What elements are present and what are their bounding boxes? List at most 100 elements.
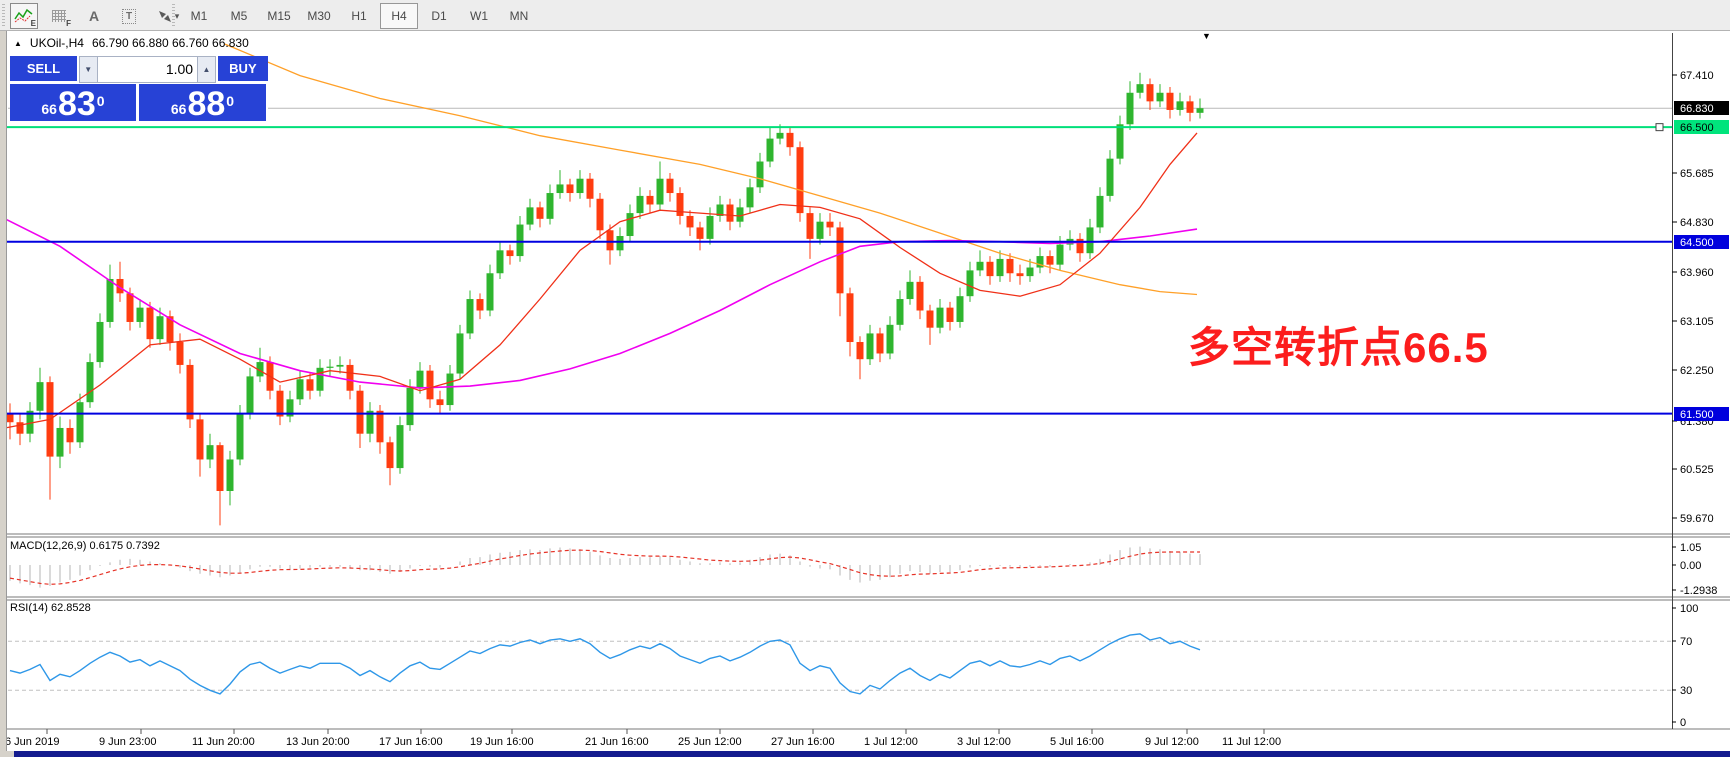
tf-M5[interactable]: M5: [230, 9, 248, 23]
grid-icon[interactable]: F: [45, 3, 73, 29]
time-tick-label: 9 Jul 12:00: [1145, 736, 1199, 748]
buy-price-point: 0: [226, 93, 235, 109]
sell-price-point: 0: [96, 93, 105, 109]
hline-layer: [0, 123, 1672, 415]
candle-body: [486, 273, 494, 311]
volume-input[interactable]: 1.00: [97, 56, 198, 83]
candle-body: [1196, 108, 1204, 113]
candle-body: [466, 299, 474, 334]
candle-body: [966, 270, 974, 297]
toolbar: E F A T ▾ M1 M5 M15 M30 H1 H4 D1 W1 MN: [0, 0, 1730, 31]
tf-W1[interactable]: W1: [470, 9, 488, 23]
candle-body: [456, 333, 464, 374]
candle-body: [436, 399, 444, 406]
buy-price-display[interactable]: 66 88 0: [139, 84, 266, 121]
buy-button[interactable]: BUY: [217, 56, 268, 83]
cursor-mode-icon[interactable]: ▾: [150, 3, 186, 29]
tf-H4[interactable]: H4: [380, 3, 418, 29]
candle-body: [726, 204, 734, 222]
arrows-icon: [158, 10, 171, 22]
candle-body: [676, 193, 684, 216]
candle-body: [196, 419, 204, 460]
candle-body: [246, 376, 254, 414]
candle-body: [736, 207, 744, 222]
candle-body: [146, 307, 154, 340]
candle-body: [716, 204, 724, 216]
tf-M15[interactable]: M15: [267, 9, 291, 23]
candle-body: [386, 442, 394, 469]
candle-body: [6, 413, 14, 423]
candle-body: [1076, 238, 1084, 254]
time-tick-label: 6 Jun 2019: [5, 736, 59, 748]
one-click-trading-panel: SELL ▼ 1.00 ▲ BUY 66 83 0 66 88 0: [10, 56, 268, 121]
candle-body: [896, 299, 904, 325]
candles-layer: [6, 72, 1204, 526]
candle-body: [756, 161, 764, 188]
candle-body: [556, 184, 564, 194]
buy-price-major: 66: [170, 101, 187, 117]
price-badge: [1674, 407, 1729, 421]
price-badge-label: 66.500: [1680, 122, 1714, 134]
candle-body: [636, 195, 644, 214]
candle-body: [256, 362, 264, 377]
rsi-layer: [8, 633, 1672, 695]
candle-body: [276, 390, 284, 417]
volume-decrease-button[interactable]: ▼: [78, 56, 98, 83]
hline-handle[interactable]: [1655, 123, 1664, 132]
candle-body: [826, 221, 834, 228]
toolbar-grip[interactable]: [2, 4, 5, 26]
tf-M30[interactable]: M30: [307, 9, 331, 23]
candle-body: [766, 138, 774, 162]
candle-body: [106, 278, 114, 322]
candle-body: [616, 236, 624, 251]
candle-body: [116, 278, 124, 294]
candle-body: [1186, 101, 1194, 113]
candle-body: [916, 281, 924, 311]
candle-body: [856, 342, 864, 360]
candle-body: [96, 321, 104, 363]
tf-M1[interactable]: M1: [190, 9, 208, 23]
text-label-icon[interactable]: A: [80, 3, 108, 29]
time-tick-label: 3 Jul 12:00: [957, 736, 1011, 748]
tf-H1[interactable]: H1: [351, 9, 367, 23]
rsi-line: [9, 633, 1201, 695]
candle-body: [936, 307, 944, 328]
candle-body: [16, 422, 24, 434]
tf-MN[interactable]: MN: [509, 9, 529, 23]
candle-body: [836, 227, 844, 294]
rsi-label: RSI(14) 62.8528: [10, 602, 91, 614]
candle-body: [346, 364, 354, 391]
indicators-list-icon[interactable]: E: [10, 3, 38, 29]
text-object-icon[interactable]: T: [115, 3, 143, 29]
candle-body: [686, 215, 694, 228]
candle-body: [1016, 273, 1024, 277]
chart-shift-marker-icon[interactable]: ▼: [1202, 31, 1211, 41]
candle-body: [706, 215, 714, 239]
toolbar-grip2[interactable]: [172, 4, 175, 26]
candle-body: [216, 445, 224, 491]
window-bottom-notch: [0, 751, 14, 757]
symbol-collapse-icon[interactable]: ▲: [14, 39, 22, 48]
sell-price-display[interactable]: 66 83 0: [10, 84, 136, 121]
candle-body: [696, 227, 704, 239]
candle-body: [586, 178, 594, 199]
candle-body: [306, 379, 314, 391]
time-tick-label: 19 Jun 16:00: [470, 736, 534, 748]
tf-D1[interactable]: D1: [431, 9, 447, 23]
time-tick-label: 11 Jul 12:00: [1222, 736, 1281, 748]
candle-body: [946, 307, 954, 322]
sell-button[interactable]: SELL: [10, 56, 77, 83]
window-bottom-strip: [14, 751, 1730, 757]
candle-body: [1006, 258, 1014, 274]
time-tick-label: 17 Jun 16:00: [379, 736, 443, 748]
symbol-title: UKOil-,H4: [29, 36, 84, 50]
candle-body: [626, 213, 634, 237]
candle-body: [906, 281, 914, 300]
candle-body: [296, 379, 304, 400]
candle-body: [1166, 92, 1174, 110]
price-tick-label: 63.960: [1680, 267, 1714, 279]
volume-increase-button[interactable]: ▲: [197, 56, 216, 83]
candle-body: [1126, 92, 1134, 125]
candle-body: [356, 390, 364, 434]
